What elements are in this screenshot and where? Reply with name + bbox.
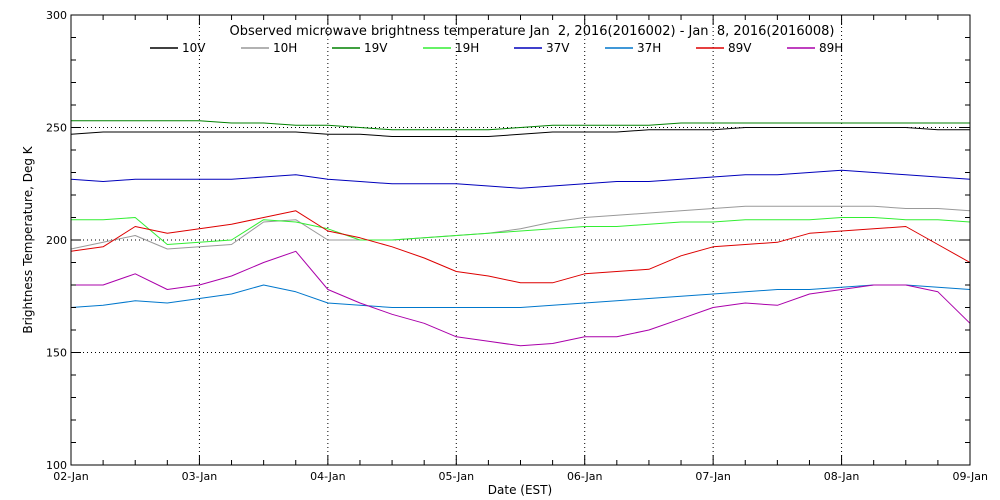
series-line-10v	[70, 127, 970, 137]
series-line-10h	[70, 205, 971, 250]
series-line-19h	[71, 217, 971, 245]
x-tick-label: 06-Jan	[567, 470, 603, 483]
x-tick-label: 05-Jan	[439, 470, 475, 483]
x-axis-label: Date (EST)	[488, 483, 552, 497]
y-tick-labels: 100 150 200 250 300	[46, 9, 67, 472]
legend-label-10v: 10V	[182, 41, 206, 55]
series-line-37h	[70, 284, 971, 308]
legend-label-89v: 89V	[728, 41, 752, 55]
legend-label-19v: 19V	[364, 41, 388, 55]
legend-label-37h: 37H	[637, 41, 661, 55]
grid-lines	[71, 15, 970, 465]
series-line-37v	[70, 169, 971, 189]
series-line-19v	[71, 120, 970, 131]
x-tick-label: 08-Jan	[824, 470, 860, 483]
y-tick-label: 100	[46, 459, 67, 472]
x-tick-label: 07-Jan	[695, 470, 731, 483]
series-lines	[70, 120, 971, 347]
legend-label-89h: 89H	[819, 41, 843, 55]
y-axis-label: Brightness Temperature, Deg K	[21, 145, 35, 333]
chart-title: Observed microwave brightness temperatur…	[230, 24, 835, 39]
x-tick-label: 04-Jan	[310, 470, 346, 483]
legend: 10V 10H 19V 19H 37V 37H 89V 89H	[150, 41, 843, 55]
axis-ticks	[70, 14, 971, 466]
y-tick-label: 250	[46, 122, 67, 135]
series-line-89h	[71, 250, 971, 347]
legend-label-10h: 10H	[273, 41, 297, 55]
x-tick-label: 09-Jan	[952, 470, 988, 483]
y-tick-label: 150	[46, 347, 67, 360]
series-line-89v	[70, 210, 971, 284]
x-tick-label: 02-Jan	[53, 470, 89, 483]
y-tick-label: 200	[46, 234, 67, 247]
x-tick-labels: 02-Jan 03-Jan 04-Jan 05-Jan 06-Jan 07-Jan 08-J…	[53, 470, 988, 483]
legend-label-37v: 37V	[546, 41, 570, 55]
x-tick-label: 03-Jan	[182, 470, 218, 483]
legend-label-19h: 19H	[455, 41, 479, 55]
y-tick-label: 300	[46, 9, 67, 22]
